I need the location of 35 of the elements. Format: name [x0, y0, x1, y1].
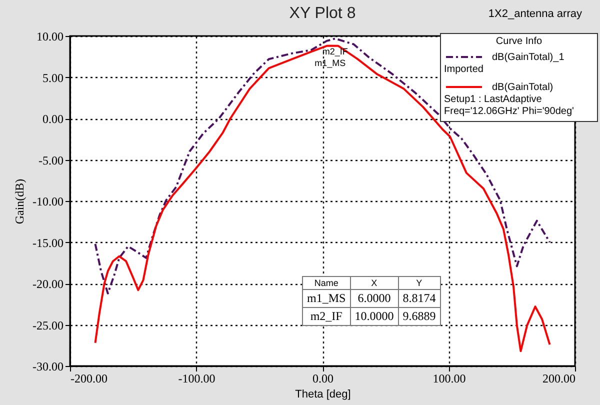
annotation: m1_MS: [302, 290, 350, 308]
y-tick-label: -25.00: [32, 318, 64, 332]
y-tick-label: 10.00: [36, 30, 64, 44]
annotation: 6.0000: [350, 290, 398, 308]
x-tick-label: -100.00: [178, 372, 216, 386]
annotation: 8.8174: [398, 290, 440, 308]
y-tick-label: -10.00: [32, 194, 64, 208]
annotation: 9.6889: [398, 308, 440, 326]
y-tick-label: -5.00: [38, 153, 64, 168]
x-tick-label: -200.00: [70, 372, 108, 386]
annotation: Imported: [444, 64, 484, 76]
x-axis-title: Theta [deg]: [295, 388, 351, 400]
legend-label: dB(GainTotal)_1: [492, 52, 564, 63]
annotation: X: [350, 276, 398, 290]
text: 1X2_antenna array: [488, 8, 582, 20]
y-tick-label: 5.00: [42, 70, 64, 85]
annotation: m2_IF: [322, 46, 348, 57]
y-tick-label: -30.00: [32, 360, 64, 374]
y-tick-label: -20.00: [32, 277, 64, 291]
annotation: Freq='12.06GHz' Phi='90deg': [444, 106, 575, 118]
y-tick-label: -15.00: [32, 236, 64, 250]
annotation: Setup1 : LastAdaptive: [444, 94, 543, 106]
x-tick-label: 200.00: [542, 372, 576, 386]
annotation: Y: [398, 276, 440, 290]
x-tick-label: 0.00: [312, 372, 334, 386]
annotation: m1_MS: [314, 58, 346, 68]
annotation: m2_IF: [302, 308, 350, 326]
annotation: Name: [302, 276, 350, 290]
annotation: 10.0000: [350, 308, 398, 326]
legend-label: dB(GainTotal): [492, 82, 554, 93]
y-axis-title: Gain(dB): [12, 178, 27, 224]
legend-title: Curve Info: [494, 35, 544, 49]
x-tick-label: 100.00: [432, 372, 466, 386]
chart-title: XY Plot 8: [289, 5, 356, 22]
y-tick-label: 0.00: [42, 112, 64, 126]
